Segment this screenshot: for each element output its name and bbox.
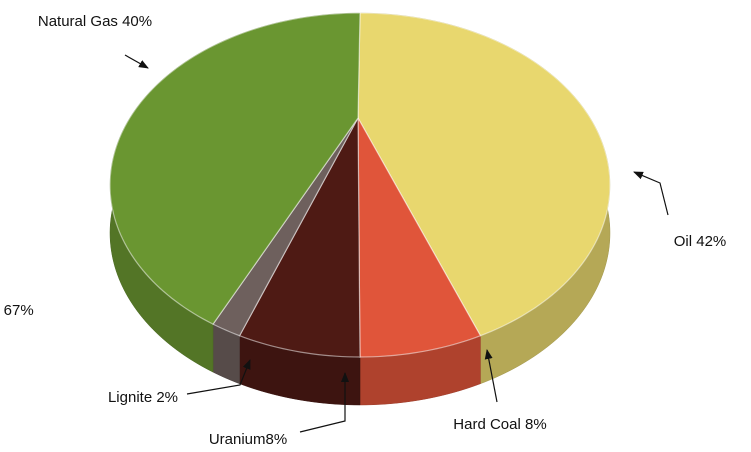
slice-label: Oil 42% bbox=[674, 233, 727, 250]
pie bbox=[109, 12, 611, 406]
arrow bbox=[484, 349, 498, 403]
arrow bbox=[124, 54, 149, 69]
annotation: y 67% bbox=[0, 302, 34, 319]
slice bbox=[212, 117, 359, 337]
arrows bbox=[124, 54, 669, 433]
slice bbox=[357, 117, 482, 358]
arrow bbox=[633, 171, 669, 216]
arrow bbox=[186, 359, 251, 395]
slice-label: Natural Gas 40% bbox=[38, 13, 152, 30]
slice-label: Hard Coal 8% bbox=[453, 416, 546, 433]
slice bbox=[109, 12, 361, 325]
arrow bbox=[299, 372, 349, 433]
slice bbox=[357, 12, 611, 337]
slice-label: Lignite 2% bbox=[108, 389, 178, 406]
slice bbox=[238, 115, 361, 358]
slice-label: Uranium8% bbox=[209, 431, 287, 448]
